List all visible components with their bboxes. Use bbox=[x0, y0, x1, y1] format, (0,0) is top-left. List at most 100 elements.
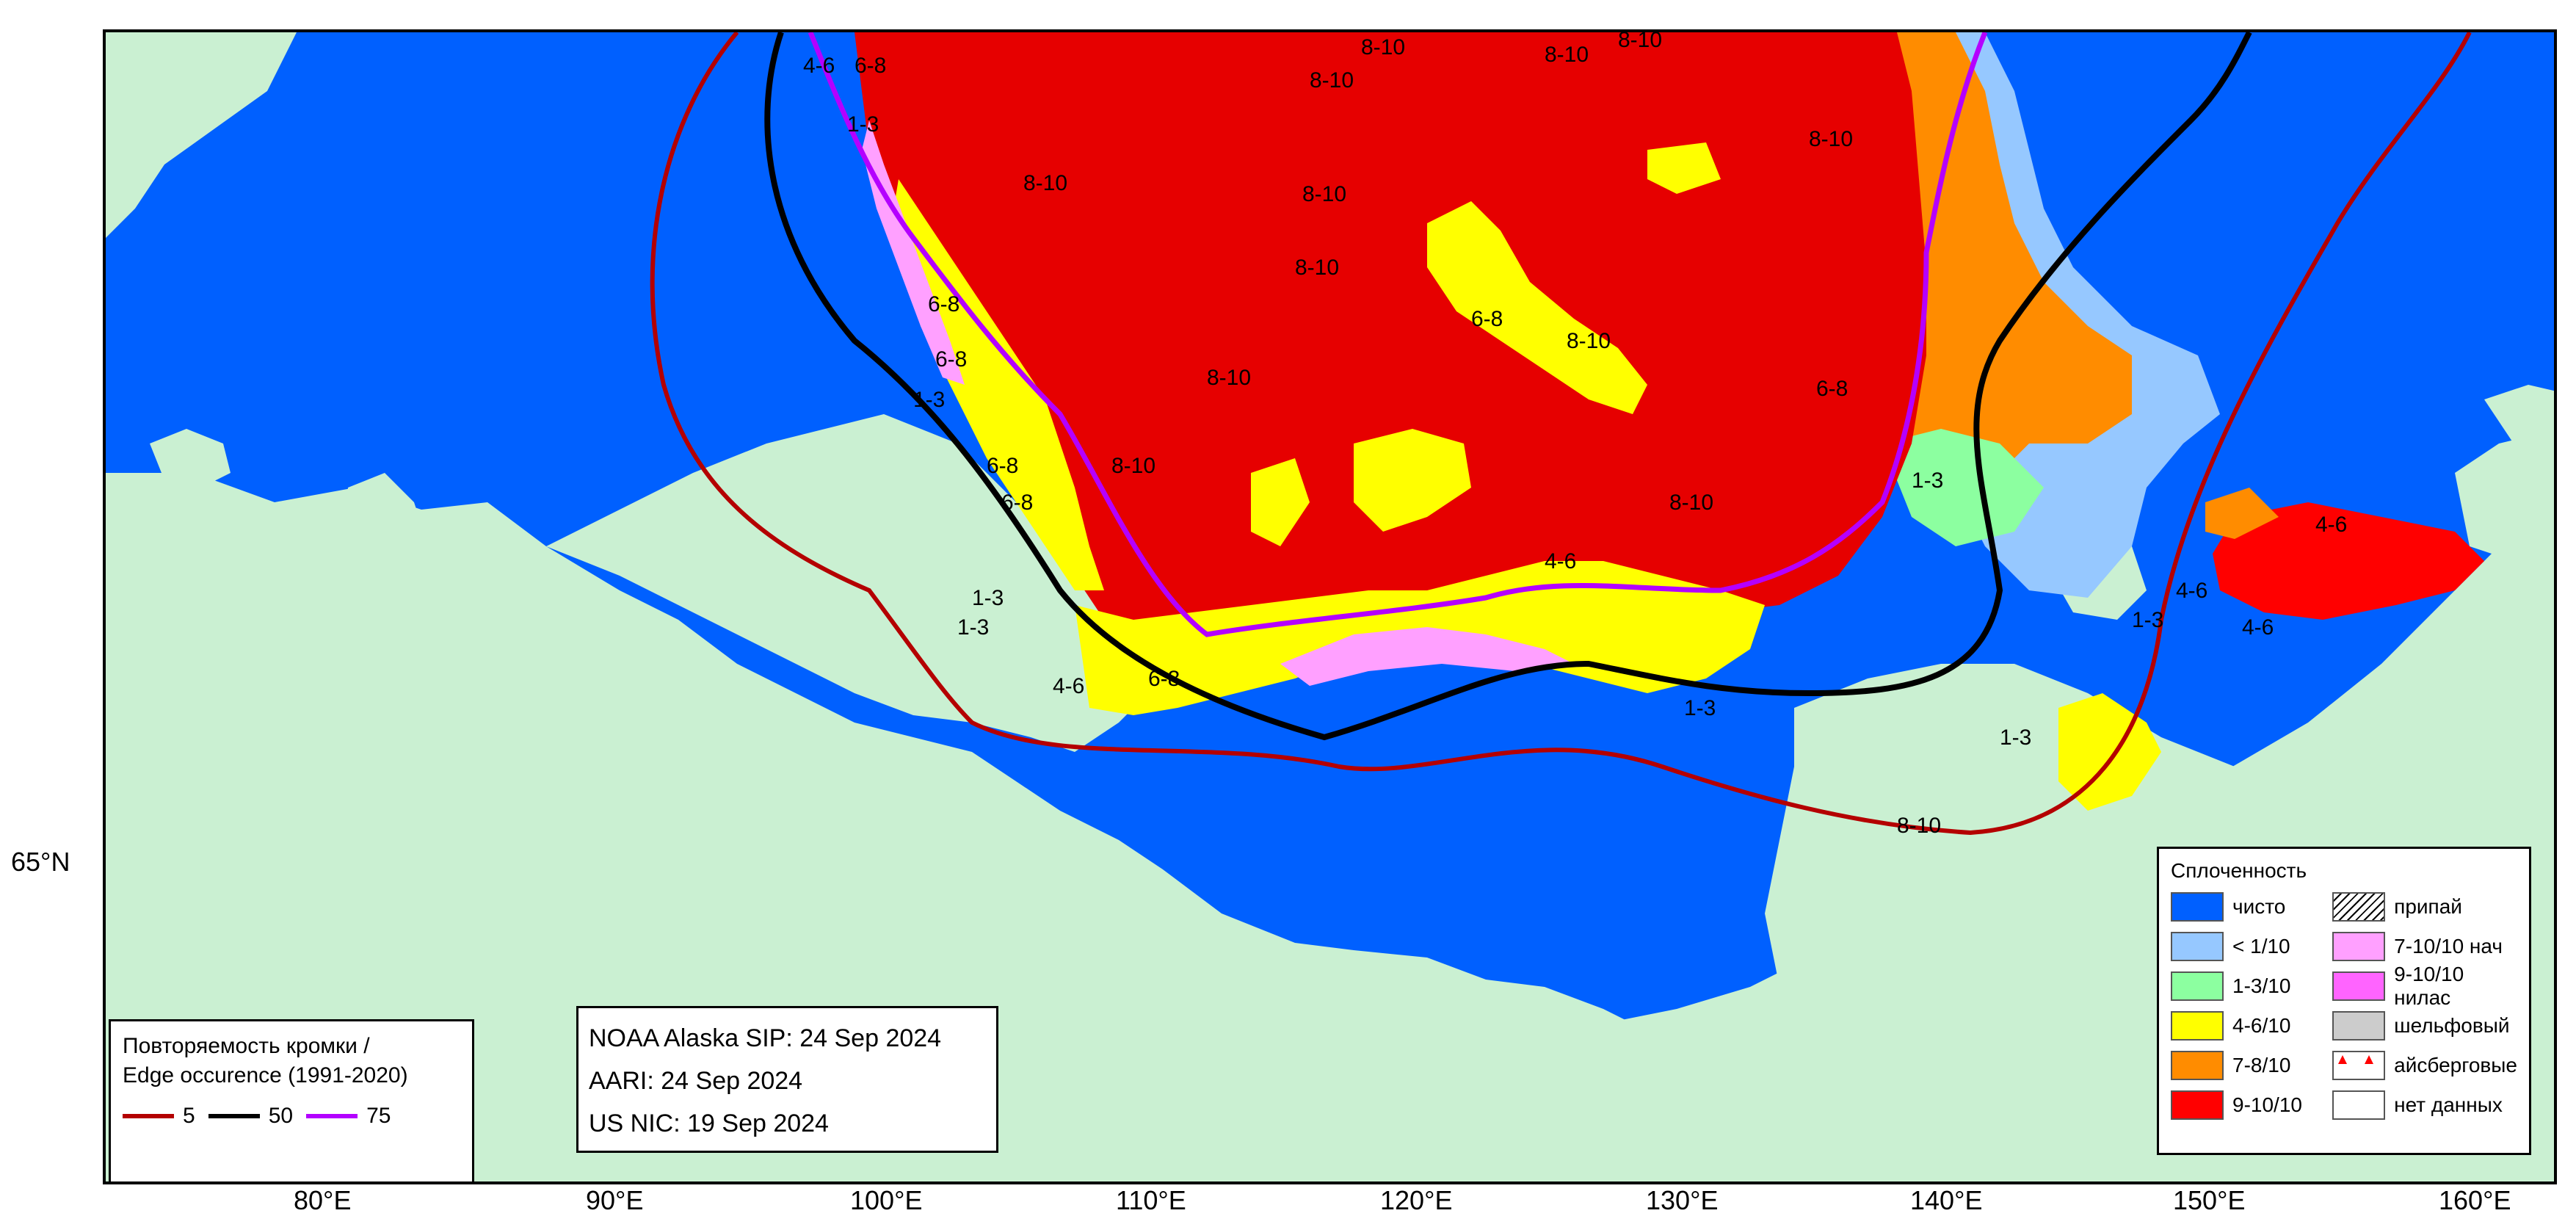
land-novaya-zemlya bbox=[106, 32, 297, 238]
less-1-10-label: < 1/10 bbox=[2232, 935, 2290, 958]
edge-legend-title-2: Edge occurence (1991-2020) bbox=[123, 1063, 408, 1087]
concentration-region-label: 6-8 bbox=[1001, 491, 1033, 515]
concentration-region-label: 6-8 bbox=[1816, 377, 1848, 401]
nilas-7-10-swatch bbox=[2332, 932, 2386, 961]
legend-nilas-9-10: 9-10/10 нилас bbox=[2332, 963, 2517, 1009]
less-1-10-swatch bbox=[2171, 932, 2224, 961]
legend-9-10: 9-10/10 bbox=[2171, 1090, 2326, 1121]
land-siberia bbox=[106, 473, 1647, 1181]
concentration-region-label: 1-3 bbox=[847, 112, 879, 137]
concentration-region-label: 8-10 bbox=[1310, 68, 1354, 93]
c4-6-swatch bbox=[2171, 1011, 2224, 1041]
iceberg-swatch bbox=[2332, 1051, 2386, 1080]
legend-shelf: шельфовый bbox=[2332, 1010, 2517, 1041]
lat-label-65n: 65°N bbox=[11, 847, 70, 877]
concentration-region-label: 4-6 bbox=[2242, 615, 2274, 640]
edge-legend-item-50: 50 bbox=[208, 1104, 293, 1129]
concentration-region-label: 4-6 bbox=[1053, 674, 1084, 698]
concentration-region-label: 6-8 bbox=[935, 347, 967, 372]
land-wrangel bbox=[2484, 385, 2554, 444]
concentration-region-label: 4-6 bbox=[2176, 579, 2207, 603]
legend-4-6: 4-6/10 bbox=[2171, 1010, 2326, 1041]
concentration-legend-title: Сплоченность bbox=[2171, 859, 2307, 882]
ice-4-6-patch-2 bbox=[1354, 429, 1471, 532]
edge-5-swatch bbox=[123, 1114, 174, 1118]
concentration-region-label: 8-10 bbox=[1207, 366, 1251, 390]
shelf-label: шельфовый bbox=[2394, 1014, 2510, 1037]
edge-50-swatch bbox=[208, 1114, 260, 1118]
ice-4-6-patch-4 bbox=[1647, 142, 1721, 194]
legend-7-8: 7-8/10 bbox=[2171, 1050, 2326, 1081]
edge-legend-item-5: 5 bbox=[123, 1104, 195, 1129]
open-water-label: чисто bbox=[2232, 895, 2286, 918]
nilas-7-10-label: 7-10/10 нач bbox=[2394, 935, 2503, 958]
concentration-region-label: 4-6 bbox=[803, 54, 835, 78]
c7-8-label: 7-8/10 bbox=[2232, 1054, 2291, 1076]
concentration-region-label: 8-10 bbox=[1295, 256, 1339, 280]
ice-4-6-patch-1 bbox=[1427, 201, 1647, 414]
no-data-label: нет данных bbox=[2394, 1093, 2503, 1116]
concentration-region-label: 8-10 bbox=[1111, 454, 1155, 478]
ice-7-8-east bbox=[1882, 32, 2132, 502]
concentration-region-label: 1-3 bbox=[2132, 608, 2163, 632]
concentration-region-label: 1-3 bbox=[972, 586, 1004, 610]
ice-4-6-patch-3 bbox=[1251, 458, 1310, 546]
c9-10-label: 9-10/10 bbox=[2232, 1093, 2302, 1116]
concentration-region-label: 8-10 bbox=[1618, 32, 1662, 52]
concentration-region-label: 1-3 bbox=[1684, 696, 1716, 720]
land-yamal bbox=[341, 473, 429, 634]
edge-line-5 bbox=[650, 32, 2472, 836]
c4-6-label: 4-6/10 bbox=[2232, 1014, 2291, 1037]
concentration-region-label: 1-3 bbox=[1912, 468, 1943, 493]
concentration-region-label: 8-10 bbox=[1669, 491, 1713, 515]
lon-tick-label: 80°E bbox=[294, 1185, 352, 1215]
lon-tick-label: 160°E bbox=[2439, 1185, 2511, 1215]
c1-3-label: 1-3/10 bbox=[2232, 974, 2291, 997]
lon-tick-label: 130°E bbox=[1646, 1185, 1719, 1215]
lon-tick-label: 150°E bbox=[2173, 1185, 2246, 1215]
open-water-swatch bbox=[2171, 892, 2224, 922]
c7-8-swatch bbox=[2171, 1051, 2224, 1080]
edge-5-label: 5 bbox=[183, 1104, 195, 1128]
legend-open-water: чисто bbox=[2171, 891, 2326, 922]
concentration-region-label: 1-3 bbox=[913, 388, 945, 412]
nilas-9-10-swatch bbox=[2332, 971, 2386, 1001]
source-noaa: NOAA Alaska SIP: 24 Sep 2024 bbox=[589, 1024, 942, 1052]
concentration-region-label: 8-10 bbox=[1897, 814, 1941, 838]
nilas-9-10-label: 9-10/10 нилас bbox=[2394, 963, 2464, 1009]
source-aari: AARI: 24 Sep 2024 bbox=[589, 1067, 803, 1095]
data-sources-box: NOAA Alaska SIP: 24 Sep 2024 AARI: 24 Se… bbox=[576, 1006, 998, 1153]
edge-line-75 bbox=[808, 32, 1988, 637]
concentration-region-label: 6-8 bbox=[855, 54, 886, 78]
legend-no-data: нет данных bbox=[2332, 1090, 2517, 1121]
land-chukotka bbox=[2455, 430, 2554, 561]
c9-10-swatch bbox=[2171, 1090, 2224, 1120]
lon-tick-label: 140°E bbox=[1910, 1185, 1983, 1215]
concentration-region-label: 6-8 bbox=[928, 292, 959, 316]
concentration-region-label: 8-10 bbox=[1545, 43, 1589, 67]
fast-ice-label: припай bbox=[2394, 895, 2462, 918]
lon-tick-label: 90°E bbox=[586, 1185, 644, 1215]
ice-nilas-west bbox=[862, 120, 965, 385]
concentration-region-label: 8-10 bbox=[1361, 35, 1405, 59]
iceberg-marker-icon bbox=[2338, 1055, 2348, 1064]
concentration-region-label: 6-8 bbox=[987, 454, 1018, 478]
edge-legend-title-1: Повторяемость кромки / bbox=[123, 1034, 370, 1058]
concentration-region-label: 8-10 bbox=[1809, 127, 1853, 151]
no-data-swatch bbox=[2332, 1090, 2386, 1120]
concentration-region-label: 4-6 bbox=[1545, 549, 1576, 573]
concentration-region-label: 1-3 bbox=[2000, 725, 2031, 750]
legend-fast-ice: припай bbox=[2332, 891, 2517, 922]
edge-75-swatch bbox=[306, 1114, 358, 1118]
concentration-region-label: 8-10 bbox=[1302, 182, 1346, 206]
edge-50-label: 50 bbox=[268, 1104, 294, 1128]
legend-nilas-7-10: 7-10/10 нач bbox=[2332, 931, 2517, 962]
legend-less-1-10: < 1/10 bbox=[2171, 931, 2326, 962]
land-severnaya-zemlya bbox=[899, 473, 1075, 693]
concentration-region-label: 8-10 bbox=[1567, 329, 1611, 353]
ice-1-3-east bbox=[1882, 429, 2044, 546]
ice-7-8-east-patch bbox=[2205, 488, 2279, 539]
fast-ice-swatch bbox=[2332, 892, 2386, 922]
ice-nilas-south bbox=[1280, 627, 1574, 686]
shelf-swatch bbox=[2332, 1011, 2386, 1041]
